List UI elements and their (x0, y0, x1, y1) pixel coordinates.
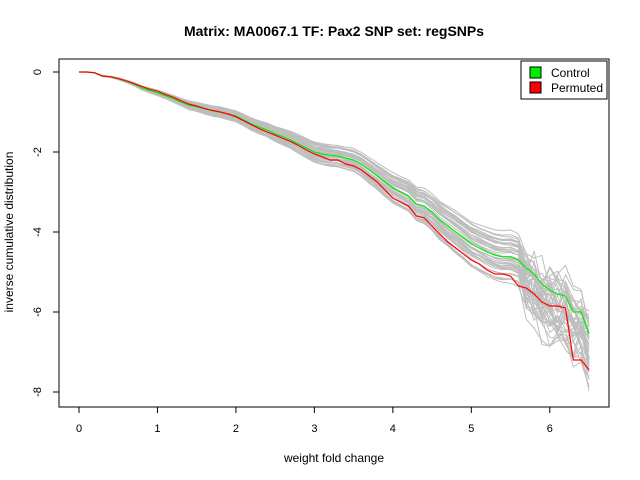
permutation-line (79, 71, 590, 387)
legend-swatch-permuted (529, 81, 542, 94)
x-tick-label: 6 (547, 423, 553, 435)
permutation-line (79, 71, 590, 326)
permutation-line (79, 71, 590, 367)
permutation-line (79, 71, 590, 350)
x-tick-label: 1 (154, 423, 160, 435)
permutation-line (79, 71, 590, 312)
permutation-line (79, 71, 590, 359)
y-tick-label: -2 (32, 147, 44, 157)
permutation-line (79, 71, 590, 373)
permutation-line (79, 71, 590, 361)
permutation-line (79, 71, 590, 334)
permutation-line (79, 71, 590, 348)
legend-swatch-control (529, 66, 542, 79)
permutation-line (79, 71, 590, 371)
background-lines (79, 71, 590, 391)
x-axis: 0 1 2 3 4 5 6 (76, 406, 553, 435)
legend-label-permuted: Permuted (551, 81, 603, 95)
permutation-line (79, 71, 590, 379)
y-tick-label: -4 (32, 227, 44, 237)
chart-title: Matrix: MA0067.1 TF: Pax2 SNP set: regSN… (184, 23, 484, 39)
y-tick-label: -8 (32, 387, 44, 397)
permutation-line (79, 71, 590, 380)
y-tick-label: -6 (32, 307, 44, 317)
permutation-line (79, 71, 590, 391)
permutation-line (79, 71, 590, 360)
permutation-line (79, 71, 590, 334)
legend-label-control: Control (551, 66, 590, 80)
permutation-line (79, 71, 590, 331)
permutation-line (79, 71, 590, 344)
permutation-line (79, 71, 590, 342)
permutation-line (79, 71, 590, 365)
x-axis-label: weight fold change (283, 451, 384, 465)
permutation-line (79, 71, 590, 339)
permutation-line (79, 71, 590, 340)
x-tick-label: 0 (76, 423, 82, 435)
x-tick-label: 3 (311, 423, 317, 435)
legend: Control Permuted (520, 60, 608, 100)
x-tick-label: 2 (233, 423, 239, 435)
permutation-line (79, 71, 590, 359)
permutation-line (79, 71, 590, 333)
permutation-line (79, 71, 590, 351)
series-lines (79, 71, 590, 371)
permutation-line (79, 71, 590, 388)
permutation-line (79, 71, 590, 331)
permutation-line (79, 71, 590, 328)
x-tick-label: 4 (390, 423, 396, 435)
permutation-line (79, 71, 590, 380)
permutation-line (79, 71, 590, 346)
permutation-line (79, 71, 590, 358)
y-tick-label: 0 (32, 69, 44, 75)
plot-frame (58, 58, 610, 408)
permutation-line (79, 71, 590, 337)
series-line-permuted (79, 71, 590, 371)
permutation-line (79, 71, 590, 330)
y-axis-label: inverse cumulative distribution (2, 152, 16, 313)
permutation-line (79, 71, 590, 333)
x-tick-label: 5 (468, 423, 474, 435)
series-line-control (79, 71, 590, 335)
permutation-line (79, 71, 590, 363)
permutation-line (79, 71, 590, 363)
permutation-line (79, 71, 590, 324)
y-axis: 0 -2 -4 -6 -8 (32, 69, 60, 397)
permutation-line (79, 71, 590, 372)
permutation-line (79, 71, 590, 352)
permutation-line (79, 71, 590, 344)
permutation-line (79, 71, 590, 371)
permutation-line (79, 71, 590, 325)
